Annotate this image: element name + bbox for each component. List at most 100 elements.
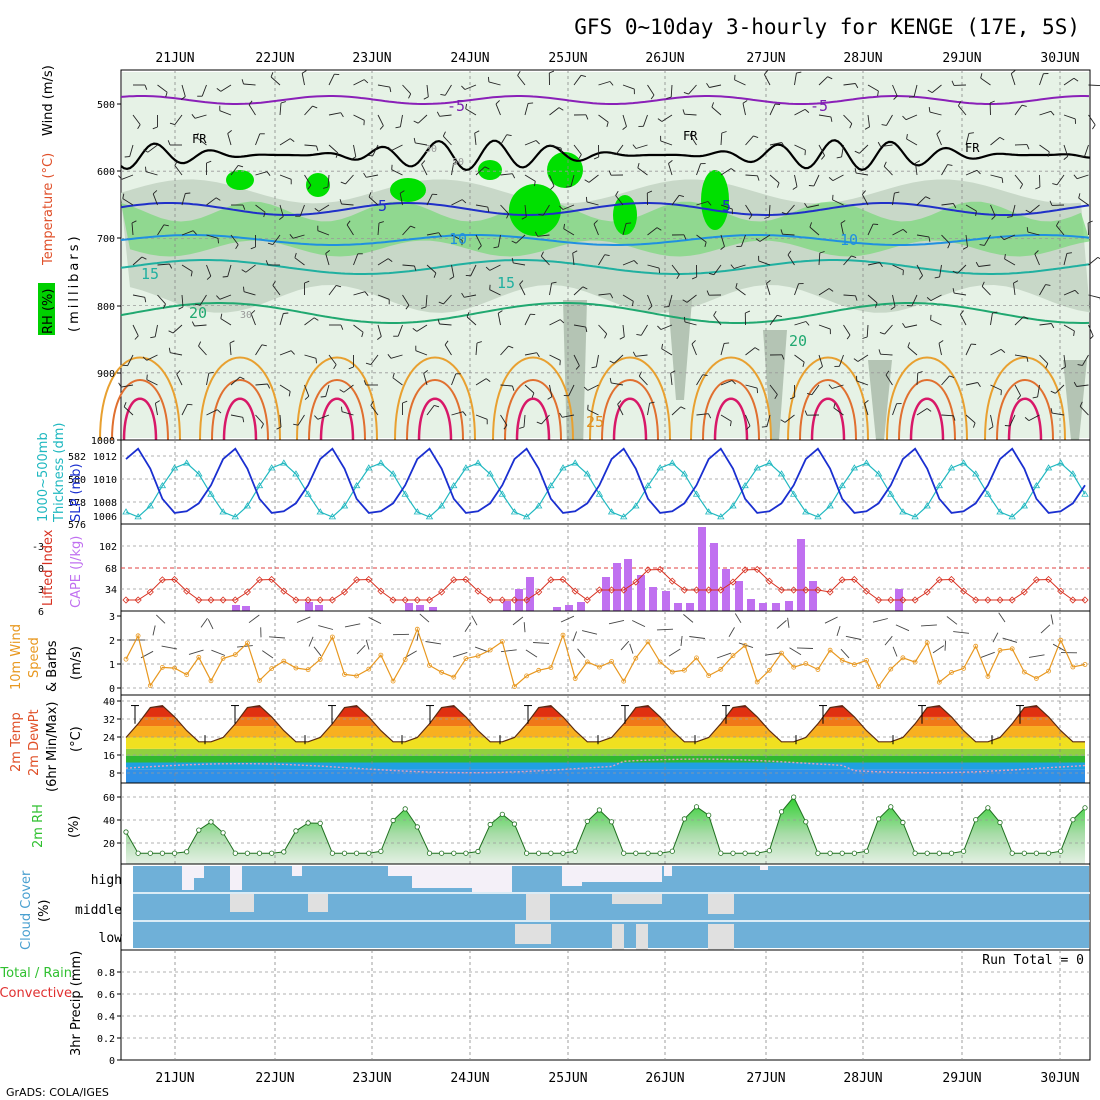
thickness-marker: [984, 490, 992, 497]
wind-barb-flag: [648, 305, 653, 310]
wind-barb-flag: [563, 223, 566, 229]
wind-barb: [489, 264, 501, 271]
wind-barb: [152, 193, 158, 206]
wind10m-barb: [533, 642, 550, 644]
thickness-marker: [680, 470, 689, 477]
wind10m-barb: [789, 647, 802, 656]
wind-barb-flag: [855, 83, 859, 89]
wind-barb: [146, 354, 158, 361]
contour-25: [99, 356, 181, 441]
wind-barb-flag: [1066, 252, 1072, 254]
wind-barb-flag: [585, 114, 589, 120]
wind-barb-flag: [748, 214, 753, 220]
wind-barb-flag: [668, 160, 673, 164]
wind-barb-flag: [776, 314, 783, 318]
wind-barb-flag: [402, 400, 408, 404]
wind10m-barb: [152, 625, 156, 636]
wind-barb: [1056, 225, 1065, 236]
li-marker: [741, 566, 749, 574]
temp-band: [126, 737, 1085, 749]
wind10m-barb: [734, 613, 742, 624]
wind-barb: [568, 384, 575, 396]
wind-barb-flag: [474, 130, 480, 134]
thickness-marker: [935, 481, 944, 489]
thickness-marker: [304, 490, 312, 497]
wind-barb-flag: [440, 93, 446, 96]
wind-barb-flag: [508, 345, 514, 349]
wind-barb-flag: [1078, 193, 1081, 199]
temp2m-series: [125, 704, 1091, 774]
wind-barb-flag: [682, 299, 688, 303]
precip-axis: 0.80.60.40.20: [97, 968, 121, 1067]
wind10m-marker: [827, 647, 833, 653]
wind-barb-flag: [707, 201, 712, 206]
wind-barb: [622, 223, 627, 236]
wind-barb: [230, 376, 241, 386]
wind-barb-flag: [389, 87, 392, 93]
slp-panel-frame: [120, 439, 1091, 525]
upper-left-labels: RH (%) Temperature (°C) Wind (m/s) (mill…: [38, 65, 82, 335]
wind-barb-flag: [534, 231, 539, 237]
wind-barb-flag: [1000, 235, 1005, 241]
wind-barb-flag: [364, 291, 369, 296]
wind-barb: [911, 294, 918, 307]
wind10m-barb: [787, 617, 790, 628]
rh2m-marker: [1046, 850, 1052, 856]
rh2m-marker: [693, 804, 700, 810]
cloud-cover-bars: [133, 866, 1090, 950]
slp-tick-label: 1012: [93, 452, 117, 463]
rh2m-marker: [438, 850, 445, 856]
wind-barb: [206, 264, 212, 277]
wind-barb-flag: [972, 422, 976, 428]
wind10m-marker: [949, 670, 954, 675]
wind-barb-flag: [521, 216, 527, 220]
rh2m-marker: [414, 824, 420, 830]
wind10m-barb: [262, 650, 274, 659]
wind10m-barb: [356, 644, 366, 655]
wind10m-barb: [161, 645, 178, 650]
wind-barb: [181, 230, 194, 236]
wind-barb-flag: [774, 394, 778, 400]
wind-barb: [346, 224, 354, 236]
contour-20: [120, 302, 1090, 324]
wind-barb: [157, 84, 168, 93]
wind-barb: [794, 283, 800, 296]
wind-barb: [341, 203, 354, 206]
rh2m-marker: [147, 850, 153, 856]
wind-barb: [841, 144, 844, 157]
wind-barb: [965, 204, 977, 212]
tick-label: 700: [97, 234, 115, 245]
cape-bar: [797, 539, 805, 611]
thickness-marker: [656, 464, 664, 471]
rh2m-marker: [973, 817, 979, 823]
wind-barb: [769, 103, 776, 116]
wind-barb: [1063, 144, 1069, 157]
wind-barb-flag: [849, 123, 853, 129]
wind10m-barb: [953, 631, 970, 634]
contour-25: [984, 356, 1066, 441]
wind-barb-flag: [293, 423, 299, 426]
wind-barb: [132, 256, 143, 266]
wind-barb: [255, 383, 268, 386]
wind-barb: [867, 294, 878, 304]
wind-barb: [229, 342, 232, 356]
contour-5: [120, 202, 1090, 216]
li-marker: [340, 588, 349, 596]
wind-barb-flag: [804, 203, 808, 208]
wind-barb-flag: [410, 225, 416, 229]
wind-barb-flag: [608, 170, 612, 176]
rh2m-marker: [172, 850, 178, 856]
wind-barb-flag: [1073, 381, 1077, 387]
thickness-marker: [692, 490, 701, 497]
rh-legend-swatch: [38, 283, 55, 335]
wind-barb: [1013, 283, 1016, 296]
rh2m-shading: [126, 797, 1085, 864]
wind-barb: [598, 254, 606, 266]
wind10m-barb: [980, 651, 995, 658]
wind-barb: [537, 234, 550, 237]
wind-barb: [711, 106, 722, 116]
wind-barb-flag: [855, 295, 858, 301]
li-marker: [243, 588, 251, 596]
